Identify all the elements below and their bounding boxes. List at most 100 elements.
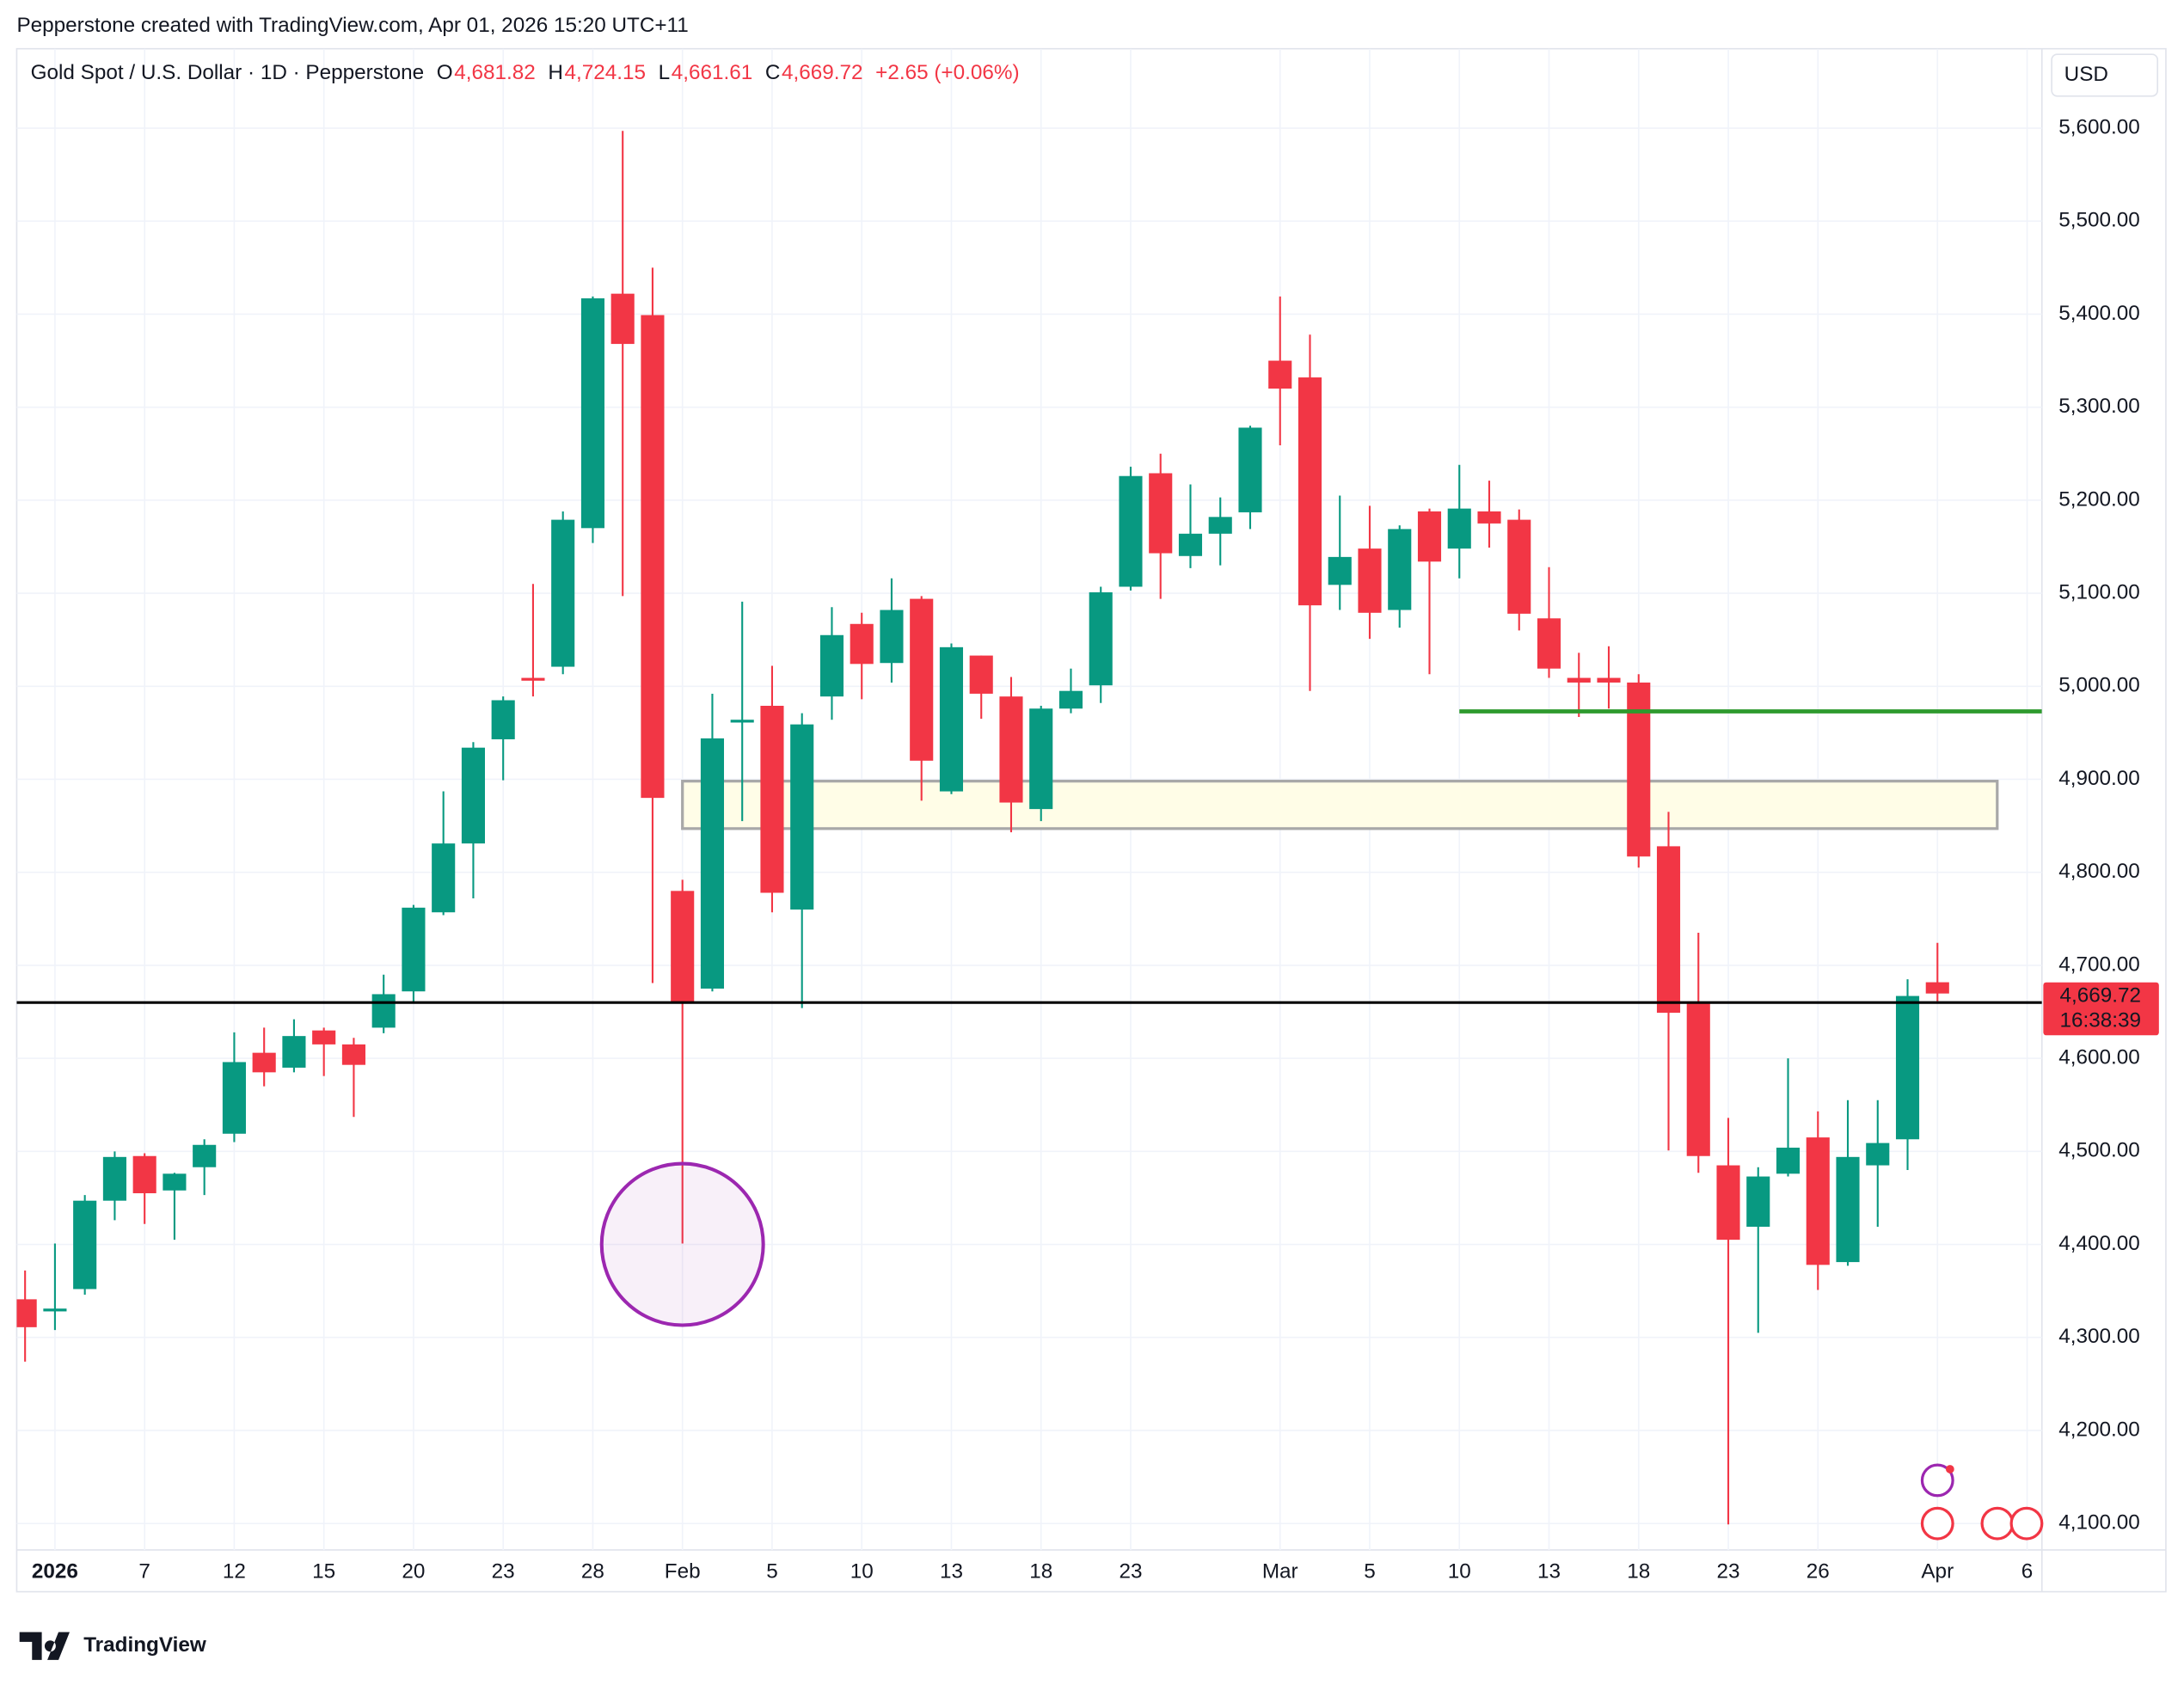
- price-badge: [2043, 982, 2159, 1036]
- x-tick-label: 23: [492, 1559, 515, 1583]
- legend-change: +2.65 (+0.06%): [875, 61, 1019, 84]
- y-tick-label: 4,500.00: [2058, 1139, 2140, 1162]
- candle-body: [819, 634, 844, 697]
- legend-value: 4,669.72: [782, 61, 863, 84]
- y-tick-label: 5,400.00: [2058, 302, 2140, 325]
- x-tick-label: 18: [1029, 1559, 1052, 1583]
- candle-body: [1806, 1137, 1830, 1265]
- plot-area: [16, 48, 2042, 1550]
- x-tick-label: Mar: [1262, 1559, 1298, 1583]
- price-badge-value: 4,669.72: [2060, 983, 2142, 1007]
- candle-body: [790, 724, 814, 910]
- candle-body: [432, 843, 456, 913]
- x-tick-label: 26: [1807, 1559, 1830, 1583]
- x-tick-label: Apr: [1921, 1559, 1954, 1583]
- candle-body: [102, 1156, 126, 1201]
- candle-body: [1686, 1002, 1710, 1156]
- candle-body: [402, 907, 426, 992]
- event-icon: [1920, 1463, 1954, 1498]
- candle-body: [1567, 677, 1591, 683]
- candle-body: [1149, 473, 1173, 554]
- x-tick-label: 5: [1364, 1559, 1376, 1583]
- x-tick-label: 5: [766, 1559, 778, 1583]
- event-icon: [2009, 1506, 2044, 1541]
- legend-key: H: [548, 61, 563, 84]
- x-tick-label: 13: [1537, 1559, 1561, 1583]
- legend-value: 4,661.61: [672, 61, 753, 84]
- candle-body: [1089, 591, 1113, 686]
- candle-body: [880, 610, 904, 664]
- candle-body: [1238, 427, 1262, 512]
- candle-body: [1597, 677, 1621, 683]
- x-tick-label: 10: [1448, 1559, 1471, 1583]
- legend-key: O: [437, 61, 453, 84]
- event-icon: [1920, 1506, 1954, 1541]
- x-tick-label: 6: [2021, 1559, 2034, 1583]
- candle-body: [910, 598, 934, 761]
- candle-body: [163, 1173, 187, 1191]
- candle-body: [341, 1044, 365, 1065]
- y-tick-label: 4,900.00: [2058, 767, 2140, 790]
- legend-key: L: [659, 61, 671, 84]
- zone: [681, 780, 1999, 830]
- candle-body: [1268, 360, 1292, 389]
- currency-box[interactable]: [2051, 53, 2159, 97]
- y-tick-label: 5,300.00: [2058, 395, 2140, 418]
- candle-body: [491, 700, 515, 739]
- candle-body: [1298, 377, 1322, 606]
- y-tick-label: 5,100.00: [2058, 580, 2140, 603]
- candle-body: [969, 655, 993, 694]
- candle-body: [580, 298, 604, 529]
- candle-body: [1029, 708, 1053, 810]
- y-tick-label: 5,000.00: [2058, 674, 2140, 697]
- x-tick-label: 2026: [32, 1559, 78, 1583]
- y-tick-label: 5,600.00: [2058, 115, 2140, 138]
- y-tick-label: 4,400.00: [2058, 1232, 2140, 1255]
- candle-body: [1776, 1147, 1801, 1174]
- legend-key: C: [765, 61, 781, 84]
- candle-body: [1119, 475, 1143, 587]
- legend-title: Gold Spot / U.S. Dollar · 1D · Peppersto…: [31, 61, 425, 84]
- y-tick-label: 4,200.00: [2058, 1418, 2140, 1441]
- candle-body: [999, 696, 1023, 803]
- event-icon: [1980, 1506, 2015, 1541]
- candle-body: [1507, 519, 1531, 614]
- y-tick-label: 4,700.00: [2058, 953, 2140, 976]
- x-tick-label: 23: [1717, 1559, 1740, 1583]
- y-tick-label: 5,200.00: [2058, 487, 2140, 511]
- x-tick-label: 13: [940, 1559, 963, 1583]
- candle-body: [1866, 1143, 1890, 1166]
- candle-body: [1895, 996, 1920, 1140]
- y-tick-label: 5,500.00: [2058, 209, 2140, 232]
- candle-body: [1447, 508, 1471, 549]
- candle-body: [73, 1200, 97, 1290]
- x-tick-label: 23: [1119, 1559, 1142, 1583]
- legend-value: 4,681.82: [454, 61, 536, 84]
- x-tick-label: 28: [581, 1559, 604, 1583]
- candle-body: [939, 646, 964, 792]
- y-tick-label: 4,800.00: [2058, 860, 2140, 883]
- currency: USD: [2064, 63, 2108, 86]
- event-dot: [1945, 1465, 1954, 1473]
- candle-body: [1836, 1156, 1860, 1263]
- y-tick-label: 4,100.00: [2058, 1511, 2140, 1535]
- candle-body: [1627, 682, 1651, 857]
- highlight-circle: [599, 1161, 765, 1327]
- brand: TradingView: [83, 1633, 206, 1657]
- x-tick-label: 12: [223, 1559, 246, 1583]
- chart-frame: [15, 47, 2167, 1593]
- candle-body: [671, 891, 695, 1003]
- legend: Gold Spot / U.S. Dollar · 1D · Peppersto…: [31, 61, 1020, 84]
- candle-body: [1477, 511, 1501, 524]
- x-tick-label: 15: [312, 1559, 335, 1583]
- candle-body: [641, 315, 665, 799]
- candle-body: [16, 1299, 37, 1327]
- y-tick-label: 4,300.00: [2058, 1325, 2140, 1348]
- candle-body: [312, 1030, 336, 1045]
- candle-body: [252, 1052, 276, 1073]
- x-tick-label: 7: [138, 1559, 150, 1583]
- candle-body: [1178, 533, 1203, 556]
- candle-body: [1208, 517, 1232, 534]
- candle-body: [193, 1144, 217, 1167]
